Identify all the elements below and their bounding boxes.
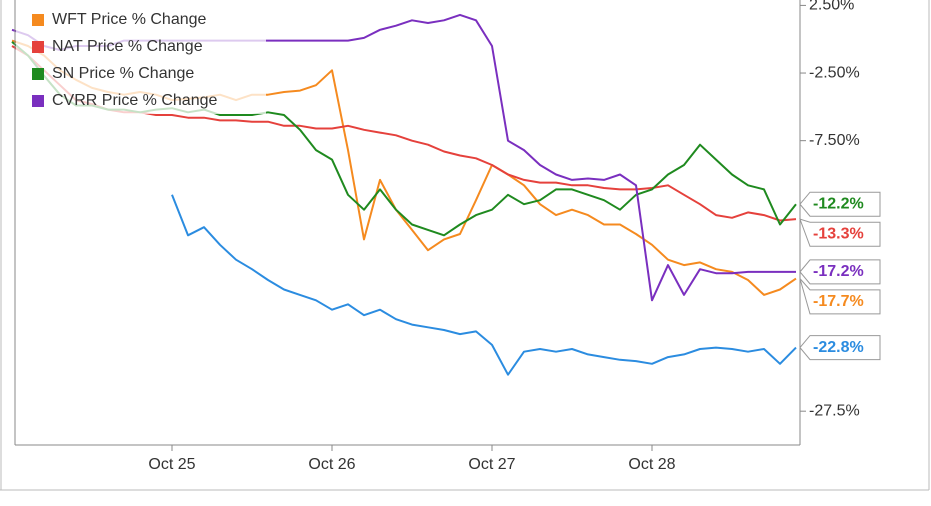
legend-label: WFT Price % Change — [52, 11, 207, 28]
legend-swatch — [32, 95, 44, 107]
value-label: -22.8% — [813, 339, 864, 356]
legend-label: NAT Price % Change — [52, 38, 203, 55]
legend-swatch — [32, 14, 44, 26]
legend-swatch — [32, 41, 44, 53]
legend-label: SN Price % Change — [52, 65, 194, 82]
x-tick-label: Oct 27 — [468, 456, 515, 473]
series-line — [171, 194, 797, 376]
x-tick-label: Oct 25 — [148, 456, 195, 473]
value-label: -12.2% — [813, 195, 864, 212]
value-label: -13.3% — [813, 225, 864, 242]
x-tick-label: Oct 26 — [308, 456, 355, 473]
y-tick-label: -7.50% — [809, 132, 860, 149]
legend-box — [16, 0, 266, 114]
value-label: -17.7% — [813, 293, 864, 310]
value-label-box — [799, 191, 881, 217]
y-tick-label: -2.50% — [809, 64, 860, 81]
value-label-box — [799, 259, 881, 285]
value-label-box — [799, 218, 881, 247]
x-tick-label: Oct 28 — [628, 456, 675, 473]
value-label-box — [799, 335, 881, 361]
value-label: -17.2% — [813, 263, 864, 280]
legend-swatch — [32, 68, 44, 80]
legend-label: CVRR Price % Change — [52, 92, 218, 109]
value-label-box — [799, 278, 881, 315]
y-tick-label: 2.50% — [809, 0, 854, 14]
y-tick-label: -27.5% — [809, 402, 860, 419]
